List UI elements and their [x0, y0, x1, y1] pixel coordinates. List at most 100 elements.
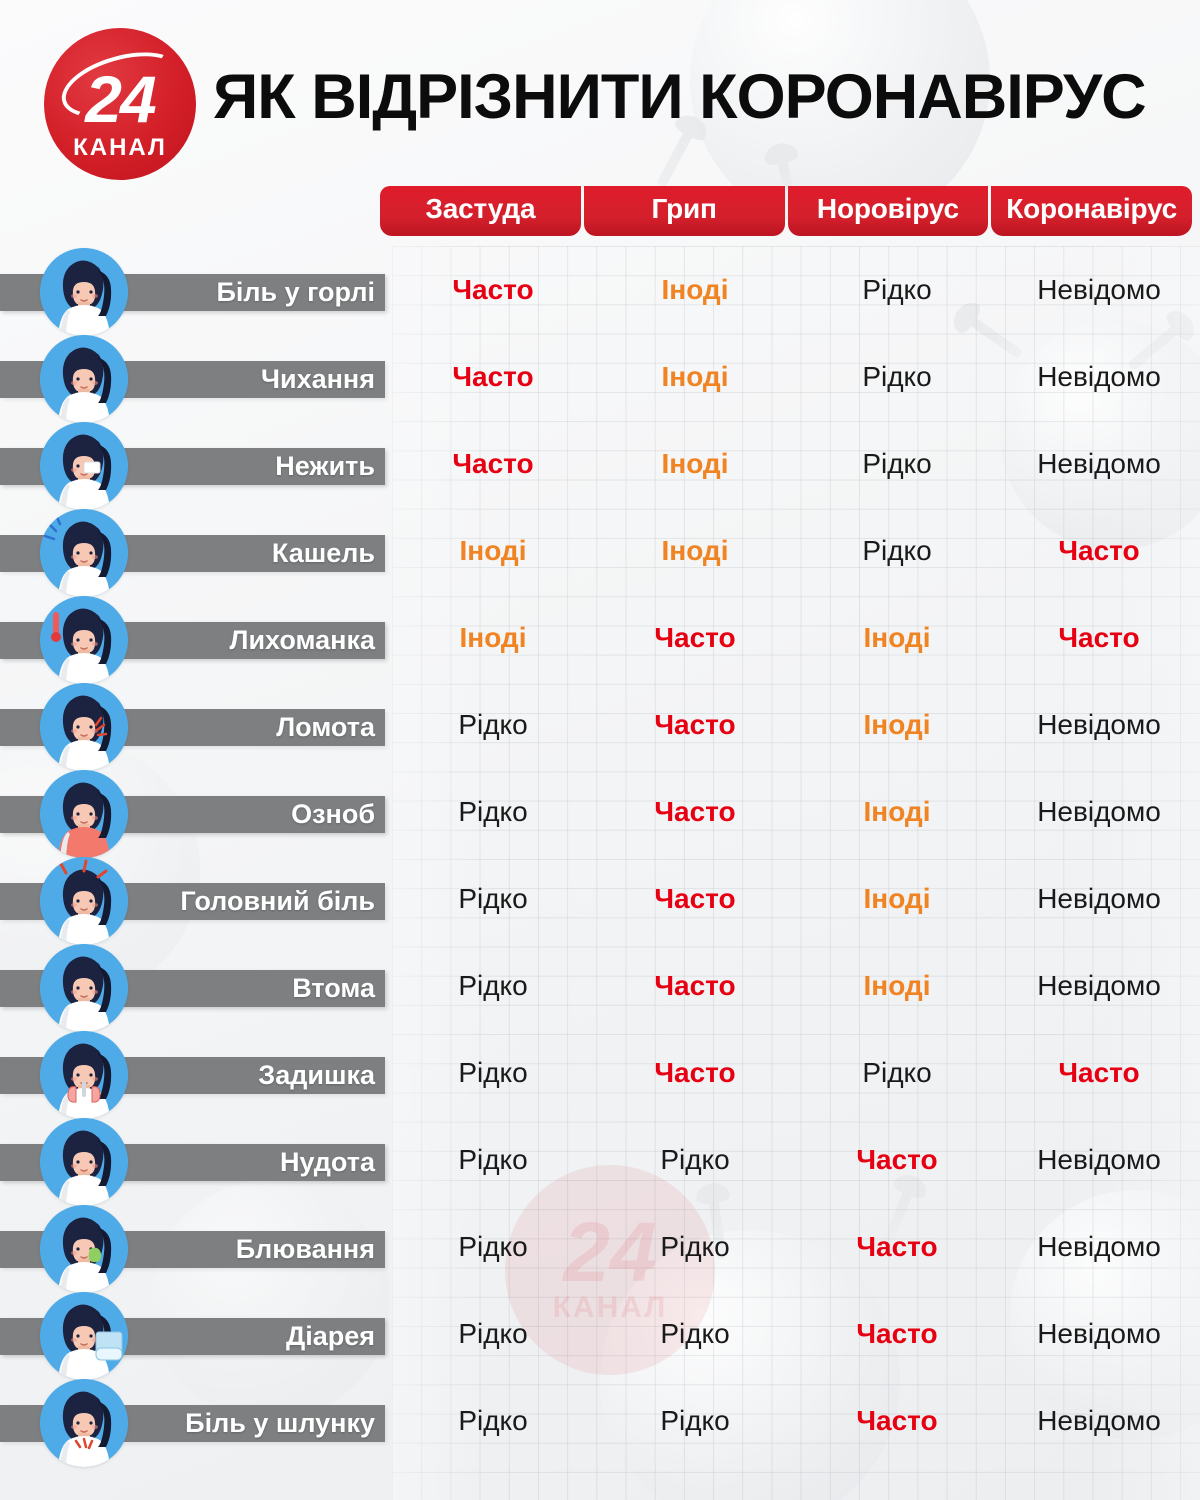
cell-втома-грип: Часто — [654, 969, 736, 1001]
cell-задишка-коронавірус: Часто — [1058, 1056, 1140, 1088]
woman-nausea-icon — [40, 1118, 128, 1206]
cell-головний-біль-норовірус: Іноді — [863, 882, 931, 914]
row-label-задишка: Задишка — [258, 1060, 375, 1090]
cell-біль-у-горлі-грип: Іноді — [661, 273, 729, 305]
row-label-band: Лихоманка — [0, 594, 385, 681]
row-label-чихання: Чихання — [261, 364, 375, 394]
cell-чихання-коронавірус: Невідомо — [1037, 360, 1161, 392]
channel-logo[interactable]: 24 КАНАЛ — [44, 28, 196, 180]
row-cells: Часто Іноді Рідко Невідомо — [392, 420, 1200, 507]
cell-блювання-коронавірус: Невідомо — [1037, 1230, 1161, 1262]
woman-chills-icon — [40, 770, 128, 858]
cell-кашель-застуда: Іноді — [459, 534, 527, 566]
table-row: Нежить Часто Іноді Рідко Невідомо — [0, 420, 1200, 510]
woman-diarrhea-icon — [40, 1292, 128, 1380]
row-label-лихоманка: Лихоманка — [229, 625, 376, 655]
woman-body-ache-icon — [40, 683, 128, 771]
logo-number: 24 — [85, 62, 156, 136]
cell-нежить-коронавірус: Невідомо — [1037, 447, 1161, 479]
cell-лихоманка-норовірус: Іноді — [863, 621, 931, 653]
cell-кашель-грип: Іноді — [661, 534, 729, 566]
cell-головний-біль-коронавірус: Невідомо — [1037, 882, 1161, 914]
row-cells: Іноді Іноді Рідко Часто — [392, 507, 1200, 594]
cell-нудота-грип: Рідко — [660, 1143, 730, 1175]
row-cells: Іноді Часто Іноді Часто — [392, 594, 1200, 681]
cell-ломота-застуда: Рідко — [458, 708, 528, 740]
row-label-нежить: Нежить — [275, 451, 375, 481]
cell-головний-біль-грип: Часто — [654, 882, 736, 914]
cell-ломота-норовірус: Іноді — [863, 708, 931, 740]
cell-блювання-застуда: Рідко — [458, 1230, 528, 1262]
row-label-ломота: Ломота — [276, 712, 375, 742]
cell-біль-у-горлі-коронавірус: Невідомо — [1037, 273, 1161, 305]
cell-чихання-застуда: Часто — [452, 360, 534, 392]
row-label-головний-біль: Головний біль — [180, 886, 375, 916]
woman-breathless-icon — [40, 1031, 128, 1119]
woman-headache-icon — [40, 857, 128, 945]
cell-нежить-грип: Іноді — [661, 447, 729, 479]
cell-діарея-застуда: Рідко — [458, 1317, 528, 1349]
cell-лихоманка-коронавірус: Часто — [1058, 621, 1140, 653]
cell-нежить-норовірус: Рідко — [862, 447, 932, 479]
woman-sneezing-icon — [40, 335, 128, 423]
column-tab-zastuda[interactable]: Застуда — [380, 186, 581, 236]
row-cells: Часто Іноді Рідко Невідомо — [392, 246, 1200, 333]
row-label-кашель: Кашель — [271, 538, 375, 568]
cell-головний-біль-застуда: Рідко — [458, 882, 528, 914]
row-label-нудота: Нудота — [279, 1147, 375, 1177]
woman-runny-nose-icon — [40, 422, 128, 510]
cell-чихання-норовірус: Рідко — [862, 360, 932, 392]
row-cells: Рідко Часто Іноді Невідомо — [392, 768, 1200, 855]
row-cells: Рідко Часто Іноді Невідомо — [392, 681, 1200, 768]
table-row: Головний біль Рідко Часто Іноді Невідомо — [0, 855, 1200, 945]
page-header: 24 КАНАЛ ЯК ВІДРІЗНИТИ КОРОНАВІРУС — [0, 0, 1200, 185]
row-cells: Рідко Часто Іноді Невідомо — [392, 942, 1200, 1029]
row-label-біль-у-горлі: Біль у горлі — [216, 277, 375, 307]
cell-задишка-норовірус: Рідко — [862, 1056, 932, 1088]
row-label-біль-у-шлунку: Біль у шлунку — [185, 1408, 375, 1438]
woman-sore-throat-icon — [40, 248, 128, 336]
cell-кашель-норовірус: Рідко — [862, 534, 932, 566]
table-row: Задишка Рідко Часто Рідко Часто — [0, 1029, 1200, 1119]
page-title: ЯК ВІДРІЗНИТИ КОРОНАВІРУС — [213, 62, 1147, 132]
column-tab-coronavirus[interactable]: Коронавірус — [991, 186, 1192, 236]
row-label-блювання: Блювання — [235, 1234, 375, 1264]
table-row: Лихоманка Іноді Часто Іноді Часто — [0, 594, 1200, 684]
table-row: Озноб Рідко Часто Іноді Невідомо — [0, 768, 1200, 858]
cell-втома-норовірус: Іноді — [863, 969, 931, 1001]
cell-нежить-застуда: Часто — [452, 447, 534, 479]
table-row: Біль у горлі Часто Іноді Рідко Невідомо — [0, 246, 1200, 336]
column-tab-hryp[interactable]: Грип — [583, 186, 785, 236]
row-label-втома: Втома — [292, 973, 375, 1003]
row-label-діарея: Діарея — [285, 1321, 375, 1351]
cell-біль-у-шлунку-коронавірус: Невідомо — [1037, 1404, 1161, 1436]
cell-втома-коронавірус: Невідомо — [1037, 969, 1161, 1001]
row-label-озноб: Озноб — [291, 799, 375, 829]
cell-лихоманка-застуда: Іноді — [459, 621, 527, 653]
row-cells: Рідко Часто Іноді Невідомо — [392, 855, 1200, 942]
cell-діарея-коронавірус: Невідомо — [1037, 1317, 1161, 1349]
cell-лихоманка-грип: Часто — [654, 621, 736, 653]
woman-coughing-icon — [40, 509, 128, 597]
table-row: Ломота Рідко Часто Іноді Невідомо — [0, 681, 1200, 771]
cell-нудота-норовірус: Часто — [856, 1143, 938, 1175]
table-row: Біль у шлунку Рідко Рідко Часто Невідомо — [0, 1377, 1200, 1467]
cell-озноб-коронавірус: Невідомо — [1037, 795, 1161, 827]
table-row: Блювання Рідко Рідко Часто Невідомо — [0, 1203, 1200, 1293]
cell-озноб-грип: Часто — [654, 795, 736, 827]
row-cells: Рідко Рідко Часто Невідомо — [392, 1203, 1200, 1290]
row-cells: Рідко Рідко Часто Невідомо — [392, 1116, 1200, 1203]
cell-озноб-норовірус: Іноді — [863, 795, 931, 827]
row-cells: Часто Іноді Рідко Невідомо — [392, 333, 1200, 420]
table-row: Діарея Рідко Рідко Часто Невідомо — [0, 1290, 1200, 1380]
woman-stomach-ache-icon — [40, 1379, 128, 1467]
logo-word: КАНАЛ — [73, 134, 167, 161]
woman-fever-icon — [40, 596, 128, 684]
cell-біль-у-шлунку-застуда: Рідко — [458, 1404, 528, 1436]
cell-біль-у-горлі-застуда: Часто — [452, 273, 534, 305]
column-tab-norovirus[interactable]: Норовірус — [787, 186, 989, 236]
cell-діарея-норовірус: Часто — [856, 1317, 938, 1349]
cell-чихання-грип: Іноді — [661, 360, 729, 392]
cell-блювання-грип: Рідко — [660, 1230, 730, 1262]
